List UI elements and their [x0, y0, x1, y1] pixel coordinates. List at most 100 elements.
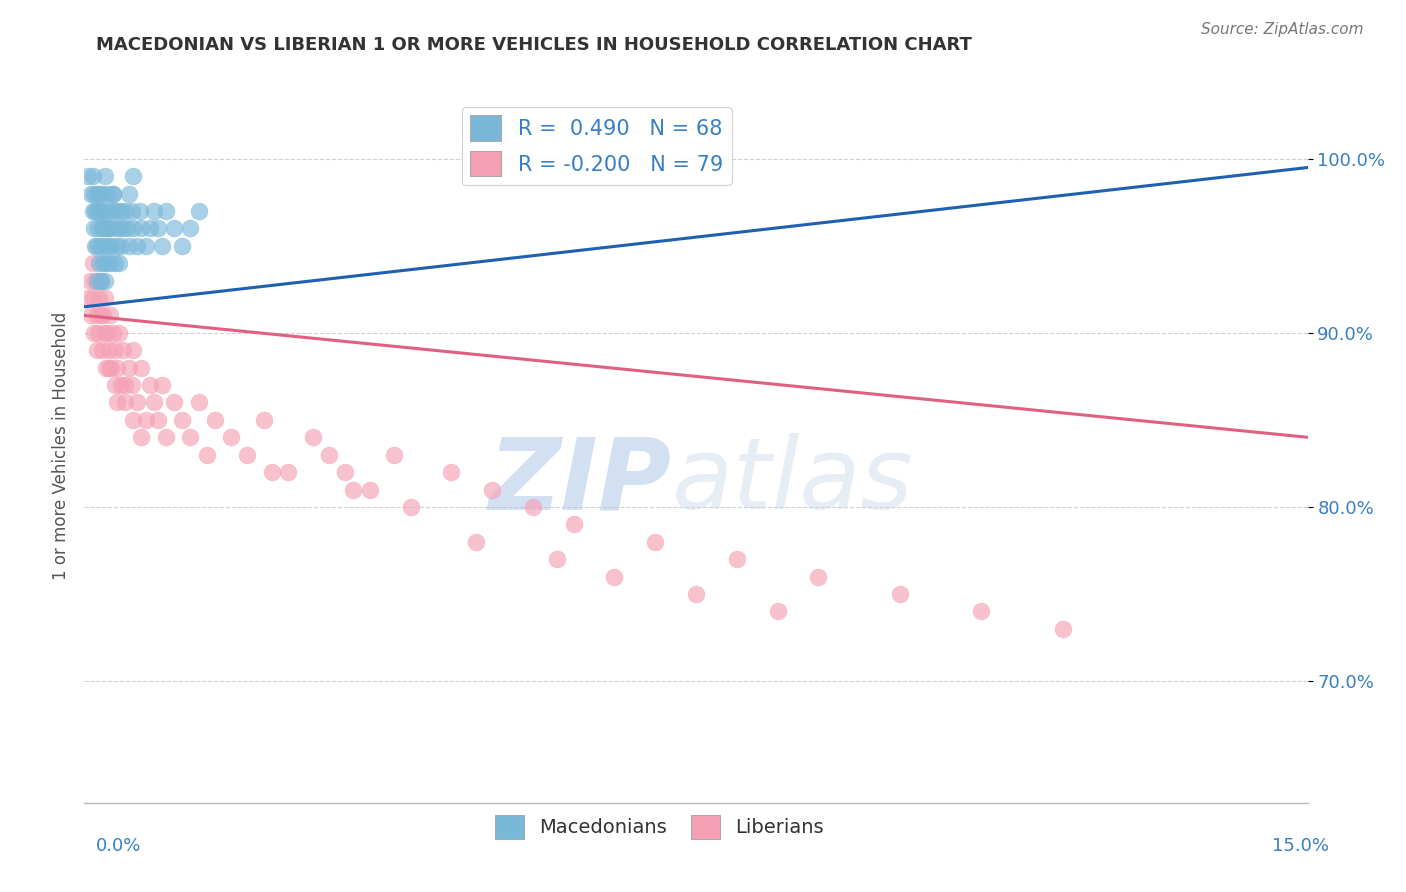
Point — [150, 378, 173, 392]
Point — [82, 204, 104, 219]
Point — [253, 413, 276, 427]
Point — [93, 291, 115, 305]
Point — [105, 239, 128, 253]
Point — [187, 204, 209, 219]
Point — [155, 430, 177, 444]
Point — [91, 256, 114, 270]
Point — [100, 221, 122, 235]
Point — [195, 448, 218, 462]
Point — [97, 204, 120, 219]
Point — [522, 500, 544, 514]
Point — [766, 604, 789, 618]
Point — [135, 239, 157, 253]
Point — [138, 378, 160, 392]
Point — [86, 274, 108, 288]
Point — [93, 326, 115, 340]
Point — [163, 395, 186, 409]
Point — [172, 413, 194, 427]
Point — [82, 256, 104, 270]
Point — [104, 343, 127, 358]
Point — [122, 413, 145, 427]
Text: 15.0%: 15.0% — [1271, 837, 1329, 855]
Point — [84, 204, 107, 219]
Point — [105, 204, 128, 219]
Point — [82, 169, 104, 184]
Point — [110, 378, 132, 392]
Point — [101, 326, 124, 340]
Point — [80, 186, 103, 201]
Point — [80, 309, 103, 323]
Point — [110, 204, 132, 219]
Point — [163, 221, 186, 235]
Point — [179, 221, 201, 235]
Point — [96, 256, 118, 270]
Point — [138, 221, 160, 235]
Point — [301, 430, 323, 444]
Point — [97, 360, 120, 375]
Point — [481, 483, 503, 497]
Point — [342, 483, 364, 497]
Point — [96, 221, 118, 235]
Point — [382, 448, 405, 462]
Point — [96, 221, 118, 235]
Point — [100, 256, 122, 270]
Point — [807, 569, 830, 583]
Point — [87, 256, 110, 270]
Point — [219, 430, 242, 444]
Point — [114, 395, 136, 409]
Point — [87, 326, 110, 340]
Point — [90, 204, 112, 219]
Point — [111, 221, 134, 235]
Point — [84, 274, 107, 288]
Point — [118, 239, 141, 253]
Point — [87, 291, 110, 305]
Point — [440, 465, 463, 479]
Text: MACEDONIAN VS LIBERIAN 1 OR MORE VEHICLES IN HOUSEHOLD CORRELATION CHART: MACEDONIAN VS LIBERIAN 1 OR MORE VEHICLE… — [96, 36, 972, 54]
Point — [108, 256, 131, 270]
Point — [93, 239, 115, 253]
Point — [110, 239, 132, 253]
Point — [359, 483, 381, 497]
Point — [179, 430, 201, 444]
Point — [135, 413, 157, 427]
Point — [121, 204, 143, 219]
Point — [111, 343, 134, 358]
Point — [128, 204, 150, 219]
Point — [91, 186, 114, 201]
Point — [970, 604, 993, 618]
Point — [90, 309, 112, 323]
Point — [142, 395, 165, 409]
Point — [79, 274, 101, 288]
Point — [725, 552, 748, 566]
Point — [103, 378, 125, 392]
Point — [118, 360, 141, 375]
Point — [96, 326, 118, 340]
Point — [101, 204, 124, 219]
Point — [131, 430, 153, 444]
Point — [100, 360, 122, 375]
Point — [335, 465, 357, 479]
Text: 0.0%: 0.0% — [96, 837, 141, 855]
Point — [97, 343, 120, 358]
Point — [86, 186, 108, 201]
Point — [107, 326, 129, 340]
Point — [90, 204, 112, 219]
Point — [644, 534, 666, 549]
Point — [101, 186, 124, 201]
Point — [91, 309, 114, 323]
Point — [97, 239, 120, 253]
Point — [104, 256, 127, 270]
Point — [131, 360, 153, 375]
Point — [889, 587, 911, 601]
Point — [100, 309, 122, 323]
Point — [86, 343, 108, 358]
Point — [87, 186, 110, 201]
Point — [122, 169, 145, 184]
Point — [84, 239, 107, 253]
Point — [91, 343, 114, 358]
Point — [127, 239, 149, 253]
Point — [318, 448, 340, 462]
Point — [90, 274, 112, 288]
Point — [122, 343, 145, 358]
Point — [100, 239, 122, 253]
